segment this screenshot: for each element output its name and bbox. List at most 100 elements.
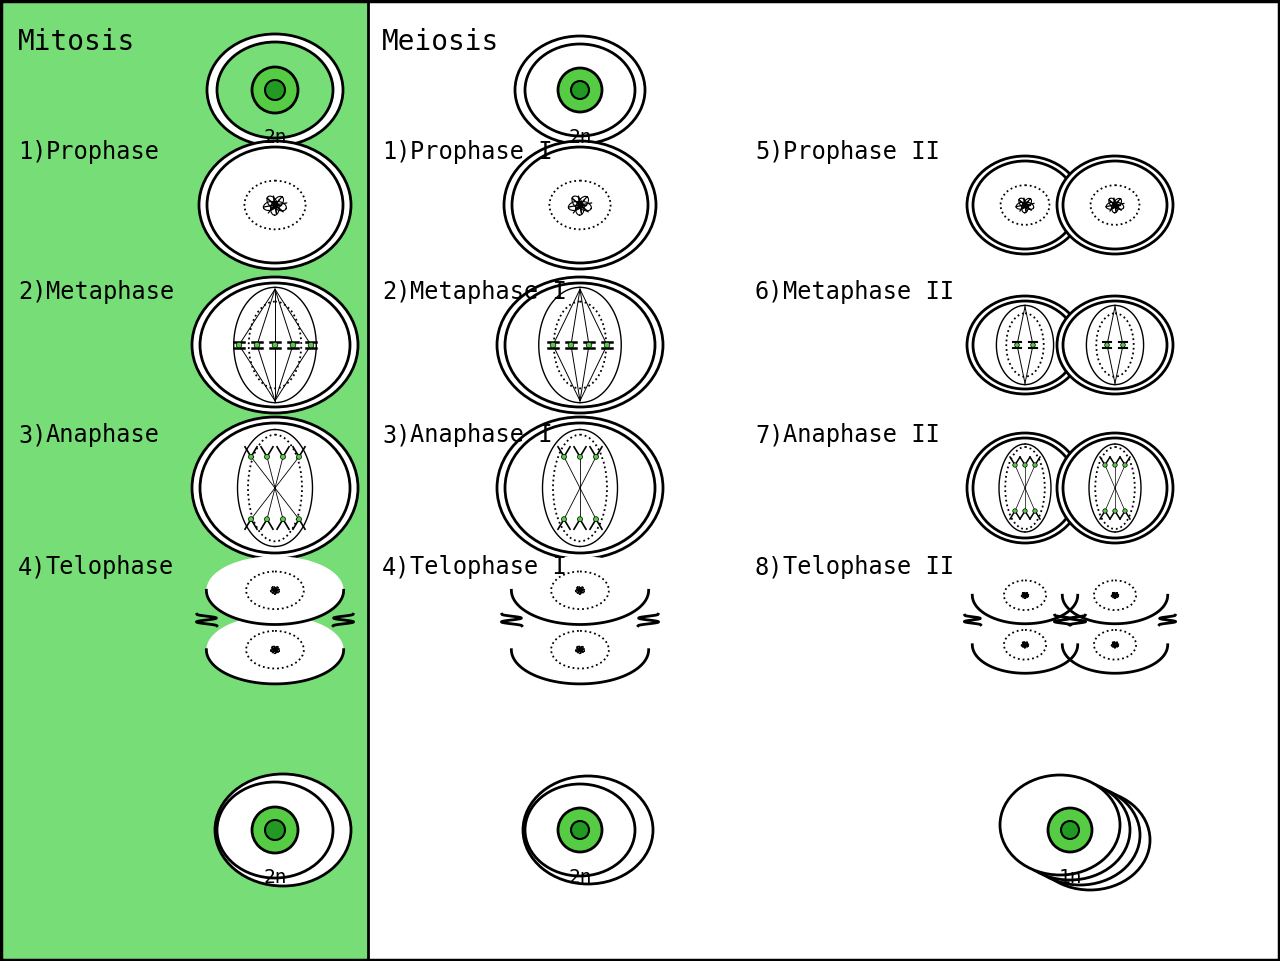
Circle shape xyxy=(265,80,285,100)
Circle shape xyxy=(1121,343,1125,347)
Ellipse shape xyxy=(215,774,351,886)
Ellipse shape xyxy=(207,147,343,263)
Ellipse shape xyxy=(506,423,655,553)
Circle shape xyxy=(252,807,298,853)
Ellipse shape xyxy=(512,147,648,263)
Text: 7): 7) xyxy=(755,423,783,447)
Text: Metaphase I: Metaphase I xyxy=(410,280,567,304)
Ellipse shape xyxy=(1030,790,1149,890)
Ellipse shape xyxy=(1057,296,1172,394)
Circle shape xyxy=(604,342,609,348)
Ellipse shape xyxy=(497,277,663,413)
Circle shape xyxy=(571,821,589,839)
Ellipse shape xyxy=(966,296,1083,394)
Ellipse shape xyxy=(525,784,635,876)
Text: Telophase: Telophase xyxy=(46,555,174,579)
Text: Anaphase I: Anaphase I xyxy=(410,423,553,447)
Circle shape xyxy=(255,342,260,348)
Text: Metaphase II: Metaphase II xyxy=(783,280,954,304)
Circle shape xyxy=(1105,343,1110,347)
Ellipse shape xyxy=(206,615,343,684)
Circle shape xyxy=(558,68,602,112)
Circle shape xyxy=(1015,343,1019,347)
Circle shape xyxy=(291,342,296,348)
Circle shape xyxy=(252,67,298,113)
Ellipse shape xyxy=(1062,161,1167,249)
Text: 4): 4) xyxy=(18,555,46,579)
Ellipse shape xyxy=(1000,775,1120,875)
Circle shape xyxy=(1103,508,1107,513)
Ellipse shape xyxy=(218,42,333,138)
Ellipse shape xyxy=(973,161,1076,249)
Circle shape xyxy=(1061,821,1079,839)
Ellipse shape xyxy=(497,417,663,559)
Ellipse shape xyxy=(525,44,635,136)
Ellipse shape xyxy=(207,34,343,146)
Ellipse shape xyxy=(966,156,1083,254)
Ellipse shape xyxy=(192,417,358,559)
Circle shape xyxy=(1048,808,1092,852)
Ellipse shape xyxy=(1062,301,1167,389)
Ellipse shape xyxy=(515,36,645,144)
Circle shape xyxy=(1023,463,1028,467)
Circle shape xyxy=(265,820,285,840)
Ellipse shape xyxy=(1010,780,1130,880)
Text: 1): 1) xyxy=(381,140,411,164)
Circle shape xyxy=(571,81,589,99)
Ellipse shape xyxy=(1062,438,1167,538)
Text: Prophase II: Prophase II xyxy=(783,140,940,164)
Circle shape xyxy=(237,342,242,348)
Ellipse shape xyxy=(504,141,657,269)
Text: 2): 2) xyxy=(381,280,411,304)
Text: 2n: 2n xyxy=(568,128,591,147)
Ellipse shape xyxy=(200,283,349,407)
Circle shape xyxy=(577,455,582,459)
Circle shape xyxy=(558,808,602,852)
Ellipse shape xyxy=(206,556,343,625)
Circle shape xyxy=(586,342,591,348)
Ellipse shape xyxy=(973,567,1078,624)
Ellipse shape xyxy=(192,277,358,413)
Bar xyxy=(369,0,1280,961)
Ellipse shape xyxy=(512,615,649,684)
Ellipse shape xyxy=(973,438,1076,538)
Text: 2n: 2n xyxy=(568,868,591,887)
Text: Prophase: Prophase xyxy=(46,140,160,164)
Circle shape xyxy=(1033,508,1037,513)
Text: 2n: 2n xyxy=(264,868,287,887)
Text: Telophase II: Telophase II xyxy=(783,555,954,579)
Text: 1): 1) xyxy=(18,140,46,164)
Text: 1n: 1n xyxy=(1059,868,1082,887)
Ellipse shape xyxy=(200,423,349,553)
Circle shape xyxy=(1112,463,1117,467)
Circle shape xyxy=(1103,463,1107,467)
Circle shape xyxy=(1033,463,1037,467)
Ellipse shape xyxy=(1062,567,1167,624)
Ellipse shape xyxy=(1057,433,1172,543)
Circle shape xyxy=(1012,463,1018,467)
Circle shape xyxy=(297,517,302,522)
Circle shape xyxy=(265,455,270,459)
Circle shape xyxy=(1030,343,1036,347)
Circle shape xyxy=(562,455,567,459)
Text: 4): 4) xyxy=(381,555,411,579)
Circle shape xyxy=(280,517,285,522)
Circle shape xyxy=(297,455,302,459)
Ellipse shape xyxy=(1020,785,1140,885)
Circle shape xyxy=(1123,463,1128,467)
Circle shape xyxy=(308,342,314,348)
Text: 2n: 2n xyxy=(264,128,287,147)
Circle shape xyxy=(1023,508,1028,513)
Circle shape xyxy=(568,342,573,348)
Ellipse shape xyxy=(973,301,1076,389)
Circle shape xyxy=(248,455,253,459)
Text: Anaphase II: Anaphase II xyxy=(783,423,940,447)
Text: 5): 5) xyxy=(755,140,783,164)
Ellipse shape xyxy=(1057,156,1172,254)
Ellipse shape xyxy=(512,556,649,625)
Text: Metaphase: Metaphase xyxy=(46,280,174,304)
Circle shape xyxy=(1123,508,1128,513)
Circle shape xyxy=(1112,508,1117,513)
Text: 3): 3) xyxy=(381,423,411,447)
Circle shape xyxy=(1012,508,1018,513)
